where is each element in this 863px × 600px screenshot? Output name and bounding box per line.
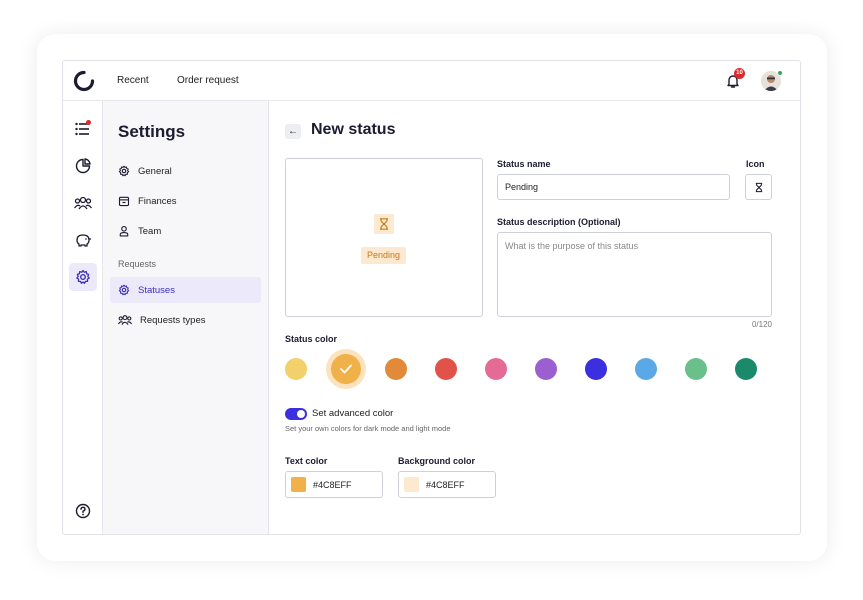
advanced-color-toggle[interactable] [285,408,307,420]
bg-color-chip [404,477,419,492]
sidebar-item-statuses[interactable]: Statuses [110,277,261,303]
wallet-icon [118,196,130,207]
advanced-color-hint: Set your own colors for dark mode and li… [285,424,451,433]
sidebar-title: Settings [118,122,186,141]
sidebar-item-label: General [138,165,172,177]
main-content: ← New status Pending Status name Pending… [270,101,800,534]
users-icon [119,225,129,237]
sidebar-section-requests: Requests [118,259,157,269]
text-color-value: #4C8EFF [313,479,352,490]
sidebar-item-label: Requests types [140,314,206,326]
sidebar-item-finances[interactable]: Finances [110,188,261,214]
gear-icon [118,284,130,296]
description-textarea[interactable]: What is the purpose of this status [497,232,772,317]
top-bar: Recent Order request 10 [63,61,800,101]
piggy-bank-icon [76,234,91,247]
status-name-label: Status name [497,159,551,169]
text-color-chip [291,477,306,492]
online-indicator [777,70,783,76]
pie-chart-icon [75,158,91,174]
hourglass-icon [755,182,762,192]
avatar[interactable] [761,71,781,91]
color-swatch[interactable] [635,358,657,380]
color-swatch[interactable] [285,358,307,380]
color-swatch[interactable] [585,358,607,380]
rail-list-button[interactable] [69,115,97,143]
status-preview: Pending [285,158,483,317]
color-swatch-selected[interactable] [326,349,366,389]
icon-rail [63,101,103,534]
arrow-left-icon: ← [288,126,298,137]
character-counter: 0/120 [751,320,772,329]
help-icon [75,503,91,519]
logo-icon [73,70,95,92]
hourglass-icon [374,214,394,234]
settings-sidebar: Settings General Finances Team Requests [103,101,269,534]
sidebar-item-team[interactable]: Team [110,218,261,244]
status-name-input[interactable]: Pending [497,174,730,200]
text-color-input[interactable]: #4C8EFF [285,471,383,498]
color-swatch[interactable] [485,358,507,380]
nav-recent[interactable]: Recent [117,75,149,86]
rail-savings-button[interactable] [69,226,97,254]
bg-color-input[interactable]: #4C8EFF [398,471,496,498]
icon-picker[interactable] [745,174,772,200]
notification-badge: 10 [734,68,745,79]
rail-help-button[interactable] [69,497,97,525]
user-photo-icon [761,71,781,91]
description-label: Status description (Optional) [497,217,621,227]
sidebar-item-requests-types[interactable]: Requests types [110,307,261,333]
color-swatch[interactable] [685,358,707,380]
gear-icon [118,165,130,177]
users-icon [74,196,92,210]
advanced-color-label: Set advanced color [312,408,394,419]
color-swatch[interactable] [435,358,457,380]
app-window: Recent Order request 10 [62,60,801,535]
icon-label: Icon [746,159,765,169]
check-icon [331,354,361,384]
status-color-label: Status color [285,334,338,344]
color-swatch[interactable] [385,358,407,380]
page-title: New status [311,121,396,138]
sidebar-item-label: Finances [138,195,177,207]
sidebar-item-label: Statuses [138,284,175,296]
group-icon [118,315,132,325]
text-color-label: Text color [285,456,328,466]
rail-settings-button[interactable] [69,263,97,291]
alert-dot [86,120,91,125]
bg-color-value: #4C8EFF [426,479,465,490]
status-preview-badge: Pending [361,247,407,264]
bg-color-label: Background color [398,456,476,466]
sidebar-item-general[interactable]: General [110,158,261,184]
gear-icon [76,269,90,284]
back-button[interactable]: ← [285,124,301,139]
list-icon [75,122,89,136]
rail-analytics-button[interactable] [69,152,97,180]
nav-order-request[interactable]: Order request [177,75,239,86]
color-swatch[interactable] [735,358,757,380]
sidebar-item-label: Team [138,225,162,237]
rail-team-button[interactable] [69,189,97,217]
color-swatch[interactable] [535,358,557,380]
